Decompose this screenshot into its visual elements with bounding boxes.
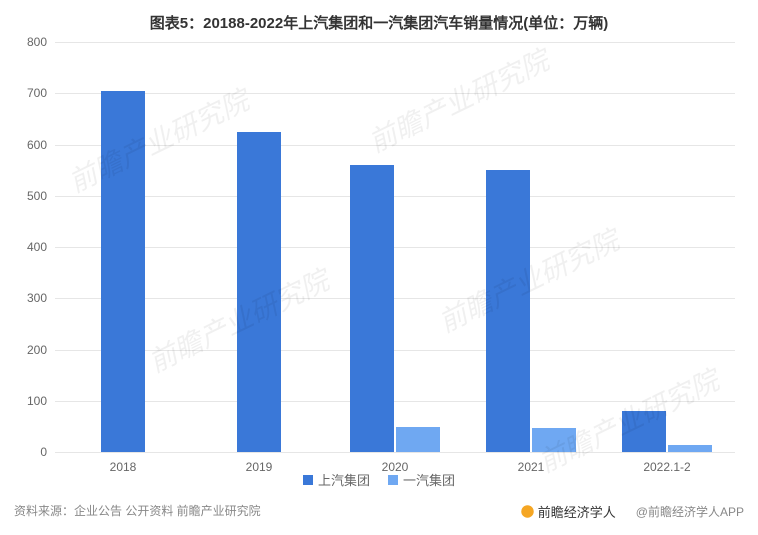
y-tick-label: 500 xyxy=(27,189,55,203)
bar-group: 2018 xyxy=(55,42,191,452)
bar xyxy=(237,132,281,452)
y-tick-label: 600 xyxy=(27,138,55,152)
bar xyxy=(668,445,712,452)
bar-group: 2020 xyxy=(327,42,463,452)
footer: 资料来源：企业公告 公开资料 前瞻产业研究院 前瞻经济学人 @前瞻经济学人APP xyxy=(14,502,744,521)
xueqiu-icon: 前瞻经济学人 xyxy=(520,502,616,521)
bar xyxy=(532,428,576,452)
y-tick-label: 800 xyxy=(27,35,55,49)
bar-group: 2022.1-2 xyxy=(599,42,735,452)
source-label: 资料来源：企业公告 公开资料 前瞻产业研究院 xyxy=(14,502,261,521)
y-tick-label: 700 xyxy=(27,86,55,100)
bar xyxy=(486,170,530,452)
y-tick-label: 400 xyxy=(27,240,55,254)
brand-label: 前瞻经济学人 xyxy=(538,502,616,521)
plot-area: 0100200300400500600700800201820192020202… xyxy=(55,42,735,452)
legend-label: 上汽集团 xyxy=(318,470,370,489)
legend-item: 上汽集团 xyxy=(303,470,370,489)
legend-swatch xyxy=(303,475,313,485)
y-tick-label: 100 xyxy=(27,394,55,408)
bars-container: 20182019202020212022.1-2 xyxy=(55,42,735,452)
chart-area: 0100200300400500600700800201820192020202… xyxy=(55,42,735,452)
bar xyxy=(622,411,666,452)
y-tick-label: 0 xyxy=(40,445,55,459)
chart-title: 图表5：20188-2022年上汽集团和一汽集团汽车销量情况(单位：万辆) xyxy=(0,0,758,33)
legend-item: 一汽集团 xyxy=(388,470,455,489)
bar-group: 2019 xyxy=(191,42,327,452)
app-label: @前瞻经济学人APP xyxy=(636,503,744,520)
legend: 上汽集团 一汽集团 xyxy=(0,470,758,489)
bar-group: 2021 xyxy=(463,42,599,452)
legend-swatch xyxy=(388,475,398,485)
y-tick-label: 200 xyxy=(27,343,55,357)
bar xyxy=(101,91,145,452)
y-tick-label: 300 xyxy=(27,291,55,305)
bar xyxy=(396,427,440,452)
bar xyxy=(350,165,394,452)
legend-label: 一汽集团 xyxy=(403,470,455,489)
